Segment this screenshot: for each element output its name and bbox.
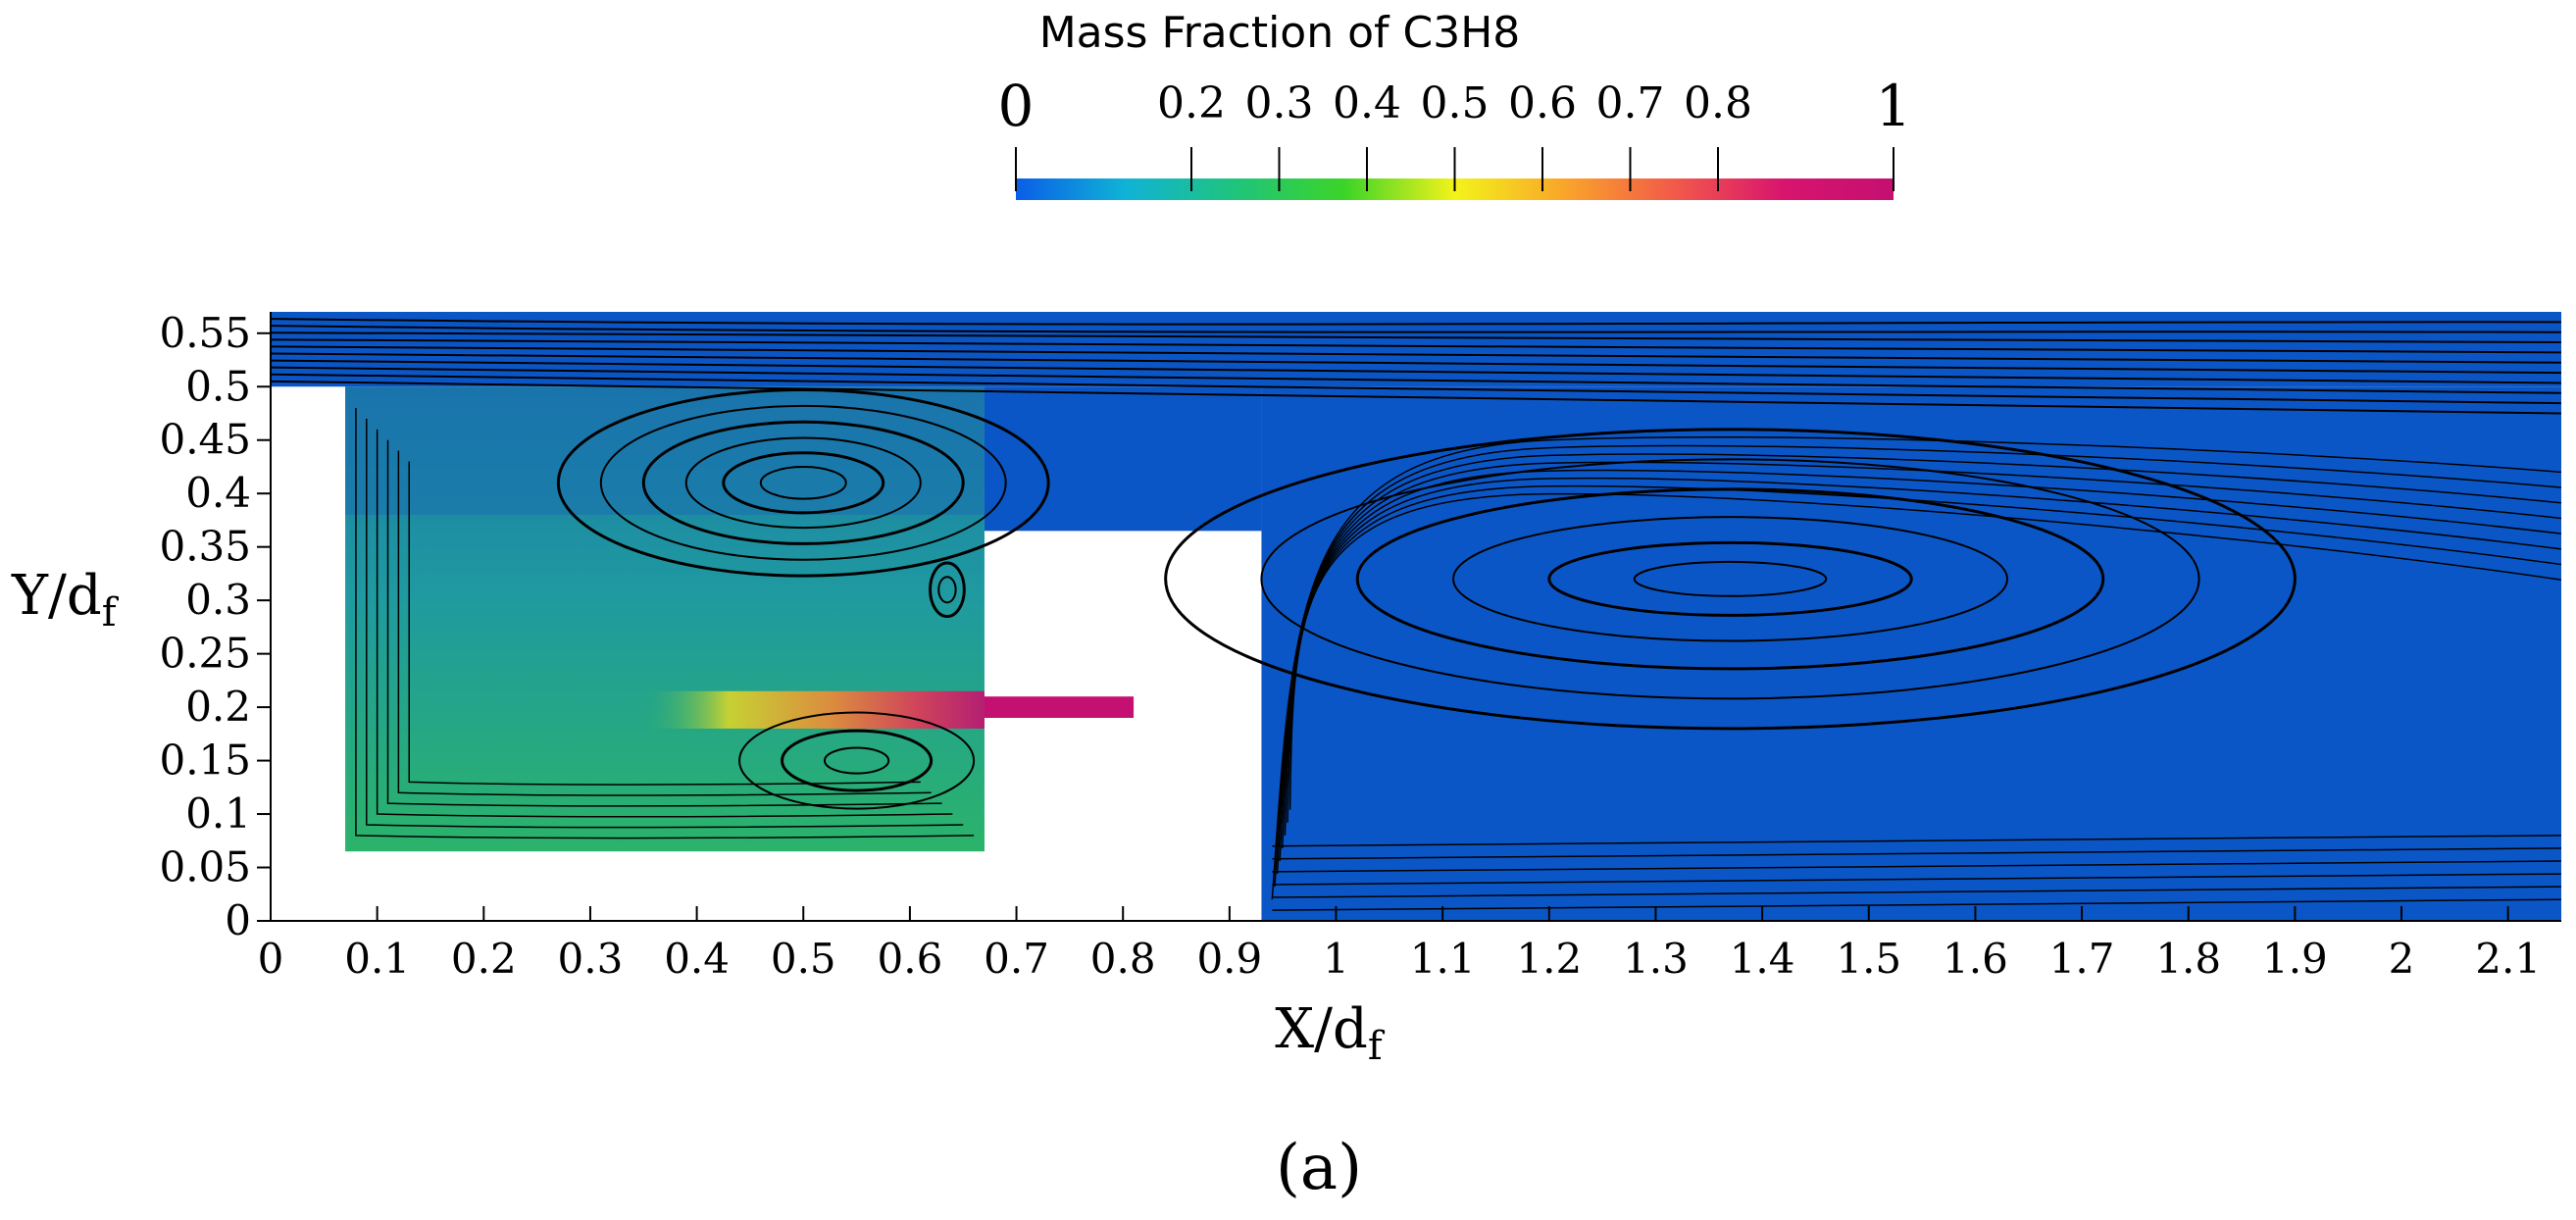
y-ticks: 0 0.05 0.10.15 0.2 0.25 0.3 0.35 0.4 0.45 0.5 0.55 bbox=[159, 309, 271, 944]
vortex-streamline bbox=[781, 729, 934, 792]
streamline-recirculation bbox=[1288, 492, 2562, 810]
x-tick-label: 1.2 bbox=[1516, 935, 1582, 983]
x-tick-label: 0.7 bbox=[984, 935, 1049, 983]
y-tick-label: 0 bbox=[225, 896, 251, 944]
streamline-cavity bbox=[366, 418, 964, 829]
x-tick-label: 0.6 bbox=[878, 935, 943, 983]
y-tick-label: 0.25 bbox=[159, 630, 251, 678]
x-tick-label: 1 bbox=[1323, 935, 1349, 983]
y-tick-label: 0.15 bbox=[159, 737, 251, 785]
colorbar-tick-label: 0.5 bbox=[1421, 78, 1490, 128]
x-axis-label: X/df bbox=[1275, 997, 1386, 1069]
colorbar-tick-labels: 0 0.2 0.3 0.4 0.5 0.6 0.7 0.8 1 bbox=[998, 73, 1912, 139]
x-tick-label: 0 bbox=[258, 935, 284, 983]
x-tick-label: 1.6 bbox=[1943, 935, 2008, 983]
colorbar-tick-label: 0 bbox=[998, 73, 1035, 139]
streamline-bottom bbox=[1272, 847, 2562, 860]
vortex-streamline bbox=[1260, 458, 2200, 700]
y-axis-label: Y/df bbox=[11, 564, 120, 635]
streamline-cavity bbox=[355, 408, 975, 839]
colorbar-tick-label: 0.2 bbox=[1157, 78, 1226, 128]
streamline-channel bbox=[270, 325, 2562, 333]
streamline-channel bbox=[270, 318, 2562, 326]
x-tick-label: 0.3 bbox=[558, 935, 624, 983]
y-tick-label: 0.2 bbox=[185, 683, 251, 731]
y-tick-label: 0.5 bbox=[185, 362, 251, 410]
vortex-streamline bbox=[1633, 560, 1828, 597]
streamline-channel bbox=[270, 366, 2562, 394]
streamline-bottom bbox=[1272, 886, 2562, 898]
streamline-bottom bbox=[1272, 860, 2562, 873]
axes bbox=[270, 312, 2561, 922]
subfigure-label: (a) bbox=[1276, 1132, 1362, 1204]
vortex-streamline bbox=[641, 420, 965, 545]
streamline-cavity bbox=[386, 439, 942, 807]
vortex-streamline bbox=[556, 388, 1050, 578]
flow-field bbox=[271, 312, 2561, 921]
vortex-streamline bbox=[1452, 516, 2009, 642]
colorbar-ticks bbox=[1015, 147, 1894, 191]
colorbar-tick-label: 0.7 bbox=[1596, 78, 1665, 128]
streamline-cavity bbox=[376, 429, 953, 818]
x-tick-label: 0.5 bbox=[771, 935, 836, 983]
y-tick-label: 0.05 bbox=[159, 843, 251, 891]
vortex-streamline bbox=[722, 451, 885, 515]
y-tick-label: 0.55 bbox=[159, 309, 251, 357]
x-ticks: 0 0.1 0.2 0.3 0.4 0.5 0.6 0.7 0.8 0.9 1 1.1 1.2 1.3 1.… bbox=[258, 906, 2541, 983]
colorbar-tick-label: 1 bbox=[1876, 73, 1912, 139]
vortex-streamline bbox=[738, 711, 976, 810]
x-tick-label: 1.7 bbox=[2049, 935, 2115, 983]
vortex-streamline bbox=[599, 404, 1007, 561]
x-tick-label: 1.3 bbox=[1623, 935, 1689, 983]
y-tick-label: 0.3 bbox=[185, 576, 251, 624]
streamline-channel bbox=[270, 380, 2562, 415]
x-tick-label: 1.9 bbox=[2262, 935, 2328, 983]
x-tick-label: 2 bbox=[2389, 935, 2415, 983]
y-tick-label: 0.35 bbox=[159, 523, 251, 571]
streamline-bottom bbox=[1272, 873, 2562, 886]
y-tick-label: 0.1 bbox=[185, 789, 251, 838]
vortex-streamline bbox=[823, 746, 890, 775]
jet-shear-layer bbox=[643, 690, 985, 729]
vortex-streamline bbox=[937, 576, 957, 604]
vortex-streamline bbox=[1355, 487, 2105, 671]
streamline-channel bbox=[270, 359, 2562, 384]
x-tick-label: 1.5 bbox=[1836, 935, 1901, 983]
x-tick-label: 1.8 bbox=[2155, 935, 2221, 983]
y-tick-label: 0.45 bbox=[159, 416, 251, 464]
colorbar: Mass Fraction of C3H8 0 0.2 0.3 0.4 0.5 0.6 0.… bbox=[998, 8, 1912, 200]
vortex-streamline bbox=[759, 465, 847, 500]
colorbar-tick-label: 0.3 bbox=[1245, 78, 1314, 128]
streamline-bottom bbox=[1272, 898, 2562, 911]
x-tick-label: 0.4 bbox=[664, 935, 730, 983]
streamline-cavity bbox=[397, 450, 932, 796]
x-tick-label: 0.8 bbox=[1090, 935, 1156, 983]
colorbar-tick-label: 0.8 bbox=[1684, 78, 1752, 128]
colorbar-title: Mass Fraction of C3H8 bbox=[1039, 8, 1521, 58]
x-tick-label: 2.1 bbox=[2475, 935, 2541, 983]
fuel-jet-region bbox=[984, 696, 1135, 718]
x-tick-label: 1.1 bbox=[1410, 935, 1476, 983]
vortex-streamline bbox=[1164, 428, 2297, 731]
x-tick-label: 0.9 bbox=[1196, 935, 1262, 983]
x-tick-label: 0.2 bbox=[451, 935, 517, 983]
vortex-streamline bbox=[1547, 540, 1913, 617]
x-tick-label: 0.1 bbox=[344, 935, 410, 983]
vortex-streamline bbox=[684, 436, 922, 530]
streamline-channel bbox=[270, 373, 2562, 405]
obstacle-gap-region bbox=[984, 386, 1262, 532]
colorbar-tick-label: 0.6 bbox=[1508, 78, 1577, 128]
y-tick-label: 0.4 bbox=[185, 469, 251, 517]
streamline-bottom bbox=[1272, 835, 2562, 847]
x-tick-label: 1.4 bbox=[1730, 935, 1795, 983]
vortex-streamline bbox=[929, 561, 966, 619]
streamline-cavity bbox=[408, 461, 921, 786]
colorbar-tick-label: 0.4 bbox=[1333, 78, 1401, 128]
